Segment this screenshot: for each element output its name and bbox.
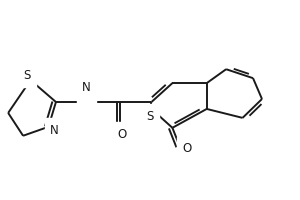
Text: O: O <box>183 142 192 155</box>
Text: N: N <box>50 124 59 137</box>
Text: S: S <box>23 69 30 82</box>
Text: H: H <box>82 88 90 98</box>
Text: N: N <box>82 81 91 94</box>
Text: S: S <box>146 110 154 123</box>
Text: O: O <box>117 128 126 141</box>
